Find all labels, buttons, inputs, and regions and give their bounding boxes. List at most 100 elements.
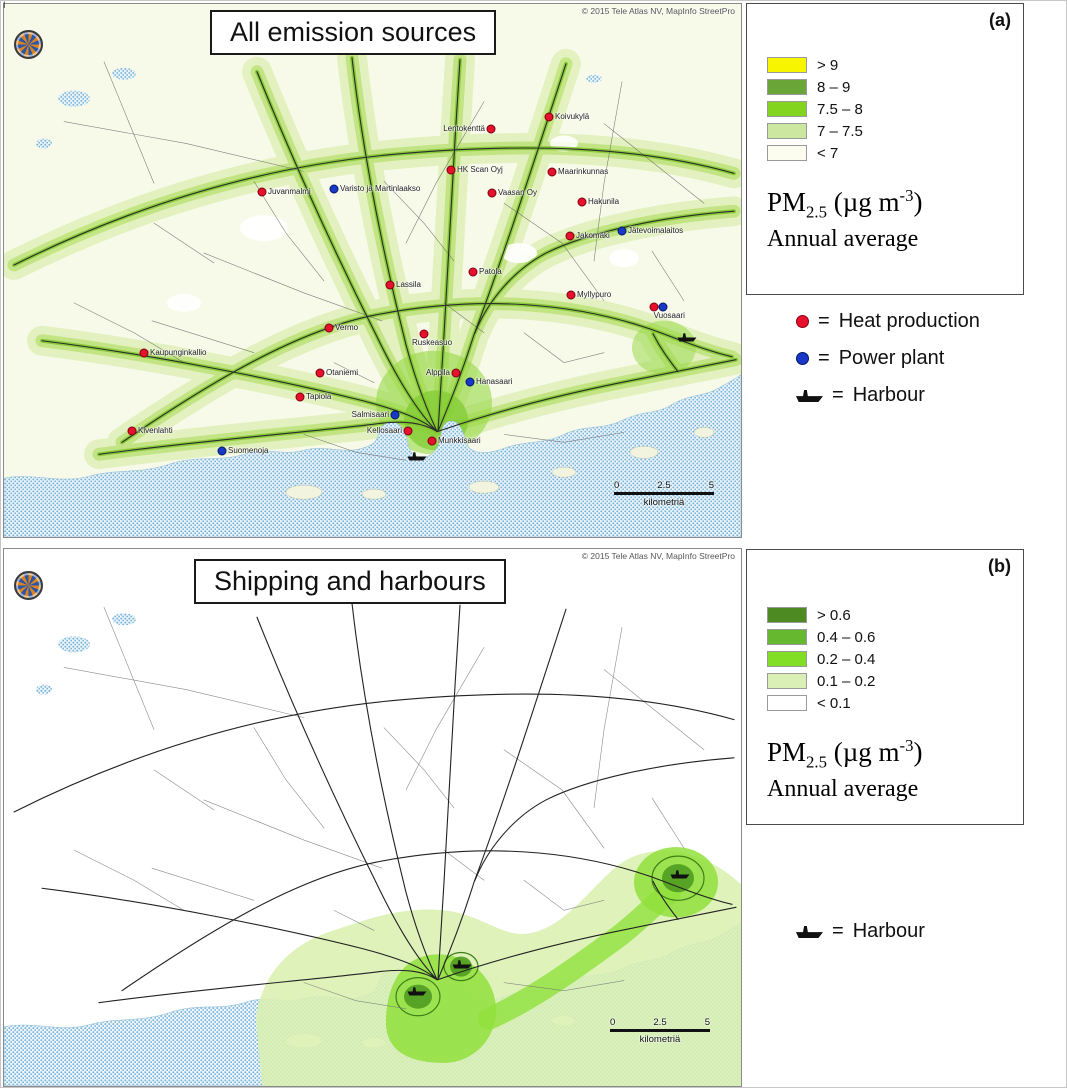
legend-label: 7 – 7.5: [817, 122, 863, 140]
legend-label: > 9: [817, 56, 839, 74]
marker-legend-row: = Heat production: [746, 303, 1046, 340]
scalebar-tick: 2.5: [657, 480, 671, 491]
map-label: Jakomäki: [576, 231, 610, 240]
pm25-label: PM2.5 (µg m-3): [767, 736, 923, 772]
copyright-text: © 2015 Tele Atlas NV, MapInfo StreetPro: [581, 6, 735, 16]
red-dot-icon: [577, 197, 587, 207]
map-label: Kellosaari: [366, 426, 402, 435]
panel-b-markers-layer: [4, 549, 741, 1086]
red-dot-icon: [547, 167, 557, 177]
legend-swatch: [767, 79, 807, 95]
heat-production-dot-icon: [796, 315, 809, 328]
ship-icon: [677, 333, 697, 342]
pm25-label: PM2.5 (µg m-3): [767, 186, 923, 222]
map-label: Munkkisaari: [438, 436, 481, 445]
red-dot-icon: [127, 426, 137, 436]
red-dot-icon: [427, 436, 437, 446]
red-dot-icon: [544, 112, 554, 122]
compass-icon: [14, 571, 43, 600]
legend-label: 0.2 – 0.4: [817, 650, 876, 668]
red-dot-icon: [385, 280, 395, 290]
scalebar-tick: 0: [610, 1017, 616, 1028]
red-dot-icon: [451, 368, 461, 378]
legend-row: > 0.6: [767, 604, 875, 626]
panel-b-map-graphic: [4, 549, 741, 1086]
blue-dot-icon: [390, 410, 400, 420]
blue-dot-icon: [217, 446, 227, 456]
scalebar-bar: [610, 1029, 710, 1032]
legend-swatch: [767, 101, 807, 117]
scalebar-unit: kilometriä: [643, 497, 685, 508]
legend-swatch: [767, 673, 807, 689]
scalebar-tick: 5: [708, 480, 714, 491]
ship-icon: [670, 870, 690, 879]
legend-label: 0.1 – 0.2: [817, 672, 876, 690]
red-dot-icon: [486, 124, 496, 134]
map-label: Varisto ja Martinlaakso: [340, 184, 421, 193]
map-label: Alppila: [425, 368, 450, 377]
map-label: Juvanmalmi: [268, 187, 311, 196]
ship-icon: [407, 452, 427, 461]
map-label: Kaupunginkallio: [150, 348, 207, 357]
ship-icon: [407, 987, 427, 996]
legend-swatch: [767, 629, 807, 645]
equals-sign: =: [832, 384, 844, 406]
legend-swatch: [767, 57, 807, 73]
red-dot-icon: [468, 267, 478, 277]
map-label: Maarinkunnas: [558, 167, 609, 176]
ship-icon: [452, 960, 472, 969]
panel-a-markers-layer: Juvanmalmi Varisto ja Martinlaakso Lentoke…: [4, 4, 741, 537]
legend-row: 0.1 – 0.2: [767, 670, 875, 692]
legend-swatch: [767, 651, 807, 667]
legend-row: 0.4 – 0.6: [767, 626, 875, 648]
legend-row: 7.5 – 8: [767, 98, 863, 120]
panel-a-tag: (a): [989, 10, 1011, 30]
red-dot-icon: [139, 348, 149, 358]
legend-swatch: [767, 123, 807, 139]
map-label: Jätevoimalaitos: [628, 226, 684, 235]
legend-swatch: [767, 695, 807, 711]
scalebar-tick: 2.5: [653, 1017, 667, 1028]
red-dot-icon: [566, 290, 576, 300]
legend-label: 8 – 9: [817, 78, 851, 96]
legend-row: 0.2 – 0.4: [767, 648, 875, 670]
legend-label: < 7: [817, 144, 839, 162]
red-dot-icon: [315, 368, 325, 378]
map-label: Patola: [479, 267, 502, 276]
map-label: Hakunila: [588, 197, 620, 206]
map-label: Salmisaari: [351, 410, 389, 419]
red-dot-icon: [649, 302, 659, 312]
annual-average-label: Annual average: [767, 226, 919, 252]
blue-dot-icon: [617, 226, 627, 236]
legend-row: 8 – 9: [767, 76, 863, 98]
red-dot-icon: [403, 426, 413, 436]
marker-legend-row: = Power plant: [746, 340, 1046, 377]
stray-mark: I: [3, 0, 6, 10]
map-label: Hanasaari: [476, 377, 513, 386]
legend-row: 7 – 7.5: [767, 120, 863, 142]
scalebar-tick: 0: [614, 480, 620, 491]
blue-dot-icon: [658, 302, 668, 312]
map-label: Vermo: [335, 323, 359, 332]
power-plant-dot-icon: [796, 352, 809, 365]
panel-b-legend-rows: > 0.6 0.4 – 0.6 0.2 – 0.4 0.1 – 0.2 < 0.…: [767, 604, 875, 714]
red-dot-icon: [324, 323, 334, 333]
map-label: Suomenoja: [228, 446, 269, 455]
panel-b-title: Shipping and harbours: [194, 559, 506, 604]
map-label: Otaniemi: [326, 368, 359, 377]
legend-label: 7.5 – 8: [817, 100, 863, 118]
copyright-text: © 2015 Tele Atlas NV, MapInfo StreetPro: [581, 551, 735, 561]
scalebar: 0 2.5 5 kilometriä: [614, 480, 714, 508]
panel-a-title: All emission sources: [210, 10, 497, 55]
map-label: HK Scan Oyj: [457, 165, 503, 174]
panel-b-tag: (b): [988, 556, 1011, 576]
legend-row: < 0.1: [767, 692, 875, 714]
legend-row: < 7: [767, 142, 863, 164]
equals-sign: =: [818, 347, 830, 369]
map-label: Lentokenttä: [443, 124, 485, 133]
equals-sign: =: [832, 920, 844, 942]
legend-label: 0.4 – 0.6: [817, 628, 876, 646]
red-dot-icon: [295, 392, 305, 402]
scalebar-tick: 5: [704, 1017, 710, 1028]
